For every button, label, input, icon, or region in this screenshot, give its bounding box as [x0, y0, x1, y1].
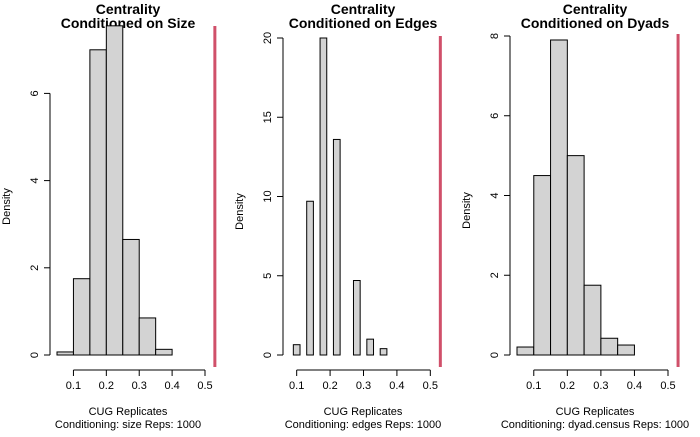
x-tick-label: 0.5	[423, 380, 438, 392]
chart-title: Centrality	[563, 1, 628, 17]
histogram-bar	[105, 25, 124, 356]
histogram-bar	[72, 278, 91, 356]
y-tick-label: 0	[489, 352, 501, 358]
chart-subtitle: Conditioned on Dyads	[521, 15, 670, 31]
histogram-bar	[617, 344, 635, 356]
y-tick-label: 2	[29, 265, 41, 271]
y-tick-label: 8	[489, 33, 501, 39]
y-tick-label: 0	[262, 352, 274, 358]
histogram-bar	[306, 200, 314, 356]
x-tick-label: 0.3	[356, 380, 371, 392]
x-tick-label: 0.2	[99, 380, 114, 392]
histogram-bar	[56, 351, 74, 356]
histogram-bar	[366, 338, 375, 356]
histogram-bar	[550, 39, 568, 356]
y-tick-label: 15	[262, 111, 274, 123]
histogram-bar	[600, 337, 619, 356]
histogram-bar	[332, 138, 341, 356]
x-tick-label: 0.4	[389, 380, 404, 392]
histogram-bar	[352, 280, 361, 356]
x-tick-label: 0.3	[132, 380, 147, 392]
histogram-bar	[89, 49, 107, 356]
x-axis-label: CUG Replicates	[324, 406, 403, 418]
histogram-bar	[122, 238, 140, 356]
chart-title: Centrality	[96, 1, 161, 17]
chart-subtitle: Conditioned on Edges	[289, 15, 438, 31]
x-tick-label: 0.3	[593, 380, 608, 392]
x-tick-label: 0.1	[66, 380, 81, 392]
x-tick-label: 0.2	[322, 380, 337, 392]
chart-caption: Conditioning: size Reps: 1000	[55, 419, 201, 431]
x-axis-label: CUG Replicates	[89, 406, 168, 418]
histogram-bar	[138, 317, 157, 356]
x-tick-label: 0.2	[560, 380, 575, 392]
histogram-bar	[379, 348, 388, 356]
y-tick-label: 2	[489, 272, 501, 278]
y-axis-label: Density	[461, 192, 473, 229]
y-tick-label: 0	[29, 352, 41, 358]
x-tick-label: 0.1	[526, 380, 541, 392]
y-tick-label: 5	[262, 273, 274, 279]
x-tick-label: 0.4	[627, 380, 642, 392]
y-tick-label: 4	[29, 178, 41, 184]
chart-subtitle: Conditioned on Size	[61, 15, 196, 31]
chart-title: Centrality	[331, 1, 396, 17]
histogram-bar	[533, 175, 552, 356]
y-tick-label: 20	[262, 32, 274, 44]
y-axis-label: Density	[234, 193, 246, 230]
y-tick-label: 6	[29, 90, 41, 96]
histogram-bar	[566, 155, 585, 356]
y-tick-label: 10	[262, 190, 274, 202]
histogram-bar	[583, 284, 602, 356]
y-axis-label: Density	[1, 188, 13, 225]
chart-caption: Conditioning: dyad.census Reps: 1000	[501, 419, 689, 431]
histogram-bar	[319, 37, 328, 356]
y-tick-label: 4	[489, 192, 501, 198]
x-tick-label: 0.5	[197, 380, 212, 392]
y-tick-label: 6	[489, 113, 501, 119]
chart-caption: Conditioning: edges Reps: 1000	[285, 419, 442, 431]
histogram-bar	[292, 344, 301, 356]
x-tick-label: 0.5	[660, 380, 675, 392]
x-axis-label: CUG Replicates	[556, 406, 635, 418]
x-tick-label: 0.4	[164, 380, 179, 392]
histogram-bar	[155, 348, 173, 356]
histogram-bar	[516, 346, 535, 356]
x-tick-label: 0.1	[289, 380, 304, 392]
